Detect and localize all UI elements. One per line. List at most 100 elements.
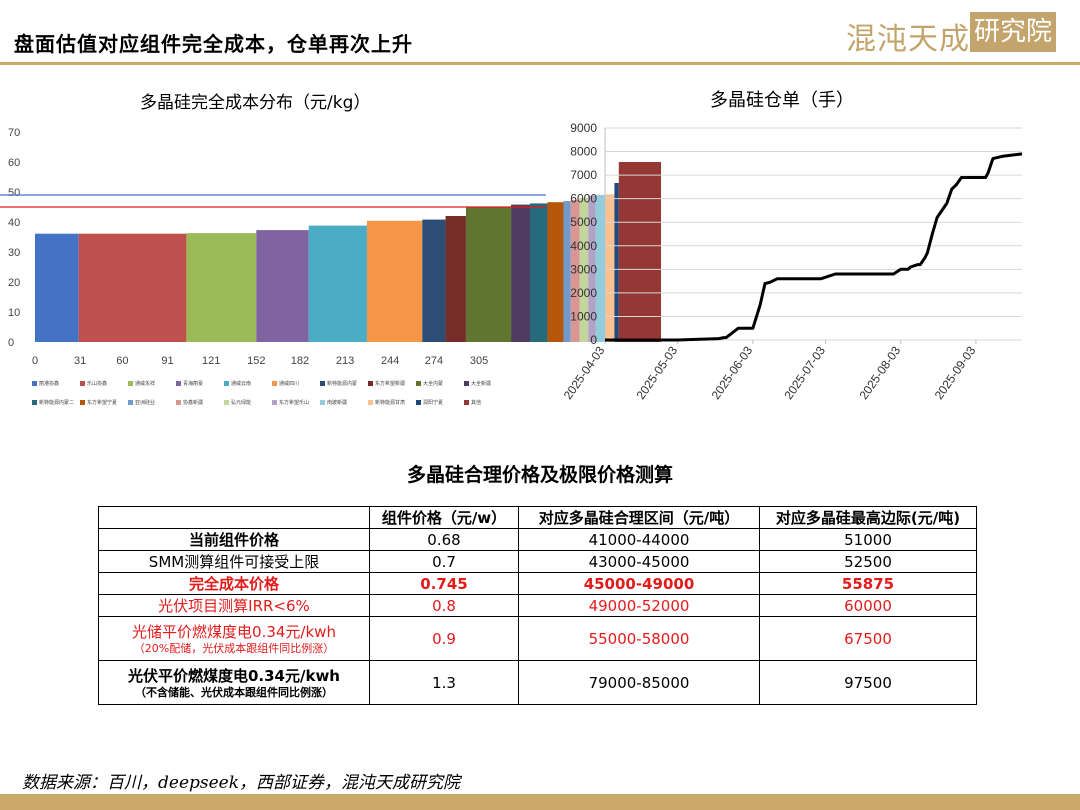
legend-item: 新特能源内蒙二 <box>32 397 80 410</box>
cell-subtext: （20%配储，光伏成本跟组件同比例涨） <box>133 642 335 655</box>
legend-label: 丽港协鑫 <box>39 381 60 387</box>
cell-text: 0.745 <box>420 574 468 593</box>
table-cell: 光伏项目测算IRR<6% <box>98 594 370 617</box>
legend-label: 润阳宁夏 <box>423 400 444 406</box>
y-tick-label: 5000 <box>570 215 597 229</box>
logo: 混沌天成 <box>846 14 970 58</box>
legend-label: 乐山协鑫 <box>87 381 108 387</box>
bar <box>563 201 571 342</box>
bar <box>465 207 512 342</box>
price-calc-table: 组件价格（元/w） 对应多晶硅合理区间（元/吨） 对应多晶硅最高边际(元/吨) … <box>98 506 977 705</box>
y-tick-label: 60 <box>8 157 20 169</box>
legend-swatch <box>224 400 229 405</box>
cell-text: 79000-85000 <box>588 673 690 692</box>
warehouse-receipt-chart: 0 1000 2000 3000 4000 5000 6000 7000 8000 9000 202… <box>561 121 1023 402</box>
legend-label: 大全新疆 <box>471 381 492 387</box>
legend-swatch <box>128 381 133 386</box>
y-tick-label: 40 <box>8 217 20 229</box>
table-cell: 60000 <box>759 594 977 617</box>
x-tick-label: 2025-07-03 <box>781 343 828 402</box>
legend-label: 大全内蒙 <box>423 381 444 387</box>
legend-label: 亚洲硅业 <box>135 400 156 406</box>
y-tick-label: 2000 <box>570 286 597 300</box>
table-cell: 0.9 <box>369 616 519 661</box>
legend-swatch <box>368 381 373 386</box>
table-cell: 55875 <box>759 572 977 595</box>
table-header-cell <box>98 506 370 529</box>
cost-chart-title: 多晶硅完全成本分布（元/kg） <box>140 93 371 113</box>
cell-text: 当前组件价格 <box>188 531 279 549</box>
legend-swatch <box>320 381 325 386</box>
cell-text: 0.7 <box>432 552 456 571</box>
bar <box>595 195 606 342</box>
table-cell: 79000-85000 <box>518 660 760 705</box>
cell-subtext: （不含储能、光伏成本跟组件同比例涨） <box>135 686 333 699</box>
legend-item: 丽港协鑫 <box>32 378 80 391</box>
table-cell: 41000-44000 <box>518 528 760 551</box>
x-tick-label: 2025-09-03 <box>932 343 979 402</box>
cell-text: 光伏平价燃煤度电0.34元/kwh <box>127 667 340 685</box>
legend-swatch <box>32 381 37 386</box>
legend-swatch <box>320 400 325 405</box>
y-tick-label: 8000 <box>570 145 597 159</box>
legend-swatch <box>464 381 469 386</box>
y-tick-label: 6000 <box>570 192 597 206</box>
cell-text: SMM测算组件可接受上限 <box>148 553 320 571</box>
legend-label: 新特能源甘肃 <box>375 400 406 406</box>
cell-text: 光伏项目测算IRR<6% <box>158 597 310 615</box>
legend-label: 弘元绿能 <box>231 400 252 406</box>
cell-text: 41000-44000 <box>588 530 690 549</box>
y-tick-label: 70 <box>8 127 20 139</box>
table-cell: 0.745 <box>369 572 519 595</box>
y-tick-label: 0 <box>590 333 597 347</box>
table-row: SMM测算组件可接受上限 0.7 43000-45000 52500 <box>98 550 977 573</box>
bar <box>256 230 309 342</box>
legend-item: 润阳宁夏 <box>416 397 464 410</box>
y-tick-label: 30 <box>8 247 20 259</box>
cell-text: 1.3 <box>432 673 456 692</box>
cost-distribution-chart: 0 10 20 30 40 50 60 70 0 31 60 91 121 152 182 213 244 274… <box>0 127 662 367</box>
cell-text: 43000-45000 <box>588 552 690 571</box>
table-cell: 51000 <box>759 528 977 551</box>
cell-text: 97500 <box>844 673 892 692</box>
legend-item: 大全内蒙 <box>416 378 464 391</box>
bar <box>78 233 187 342</box>
cell-text: 51000 <box>844 530 892 549</box>
legend-swatch <box>176 400 181 405</box>
table-cell: 67500 <box>759 616 977 661</box>
legend-label: 东方希望宁夏 <box>87 400 118 406</box>
table-cell: 光储平价燃煤度电0.34元/kwh （20%配储，光伏成本跟组件同比例涨） <box>98 616 370 661</box>
legend-label: 青海丽豪 <box>183 381 204 387</box>
legend-item: 东方希望宁夏 <box>80 397 128 410</box>
legend-item: 通威永祥 <box>128 378 176 391</box>
cell-text: 52500 <box>844 552 892 571</box>
x-tick-label: 182 <box>291 355 309 367</box>
legend-item: 青海丽豪 <box>176 378 224 391</box>
bar <box>530 203 548 342</box>
bar <box>366 220 423 342</box>
legend-item: 通威云南 <box>224 378 272 391</box>
legend-item: 协鑫新疆 <box>176 397 224 410</box>
bar <box>422 219 446 342</box>
legend-item: 乐山协鑫 <box>80 378 128 391</box>
x-tick-label: 121 <box>202 355 220 367</box>
bar <box>605 194 615 342</box>
table-cell: 当前组件价格 <box>98 528 370 551</box>
legend-swatch <box>128 400 133 405</box>
bar <box>308 225 367 342</box>
table-cell: 52500 <box>759 550 977 573</box>
bar <box>570 199 580 342</box>
table-row: 光伏项目测算IRR<6% 0.8 49000-52000 60000 <box>98 594 977 617</box>
x-tick-label: 60 <box>116 355 128 367</box>
logo-box: 研究院 <box>970 12 1056 52</box>
cell-text: 55000-58000 <box>588 629 690 648</box>
page-title: 盘面估值对应组件完全成本，仓单再次上升 <box>14 32 413 56</box>
table-cell: 43000-45000 <box>518 550 760 573</box>
table-cell: 0.68 <box>369 528 519 551</box>
legend-swatch <box>176 381 181 386</box>
legend-swatch <box>80 400 85 405</box>
x-tick-label: 274 <box>425 355 443 367</box>
table-cell: 0.8 <box>369 594 519 617</box>
cell-text: 0.68 <box>427 530 461 549</box>
legend-swatch <box>416 381 421 386</box>
